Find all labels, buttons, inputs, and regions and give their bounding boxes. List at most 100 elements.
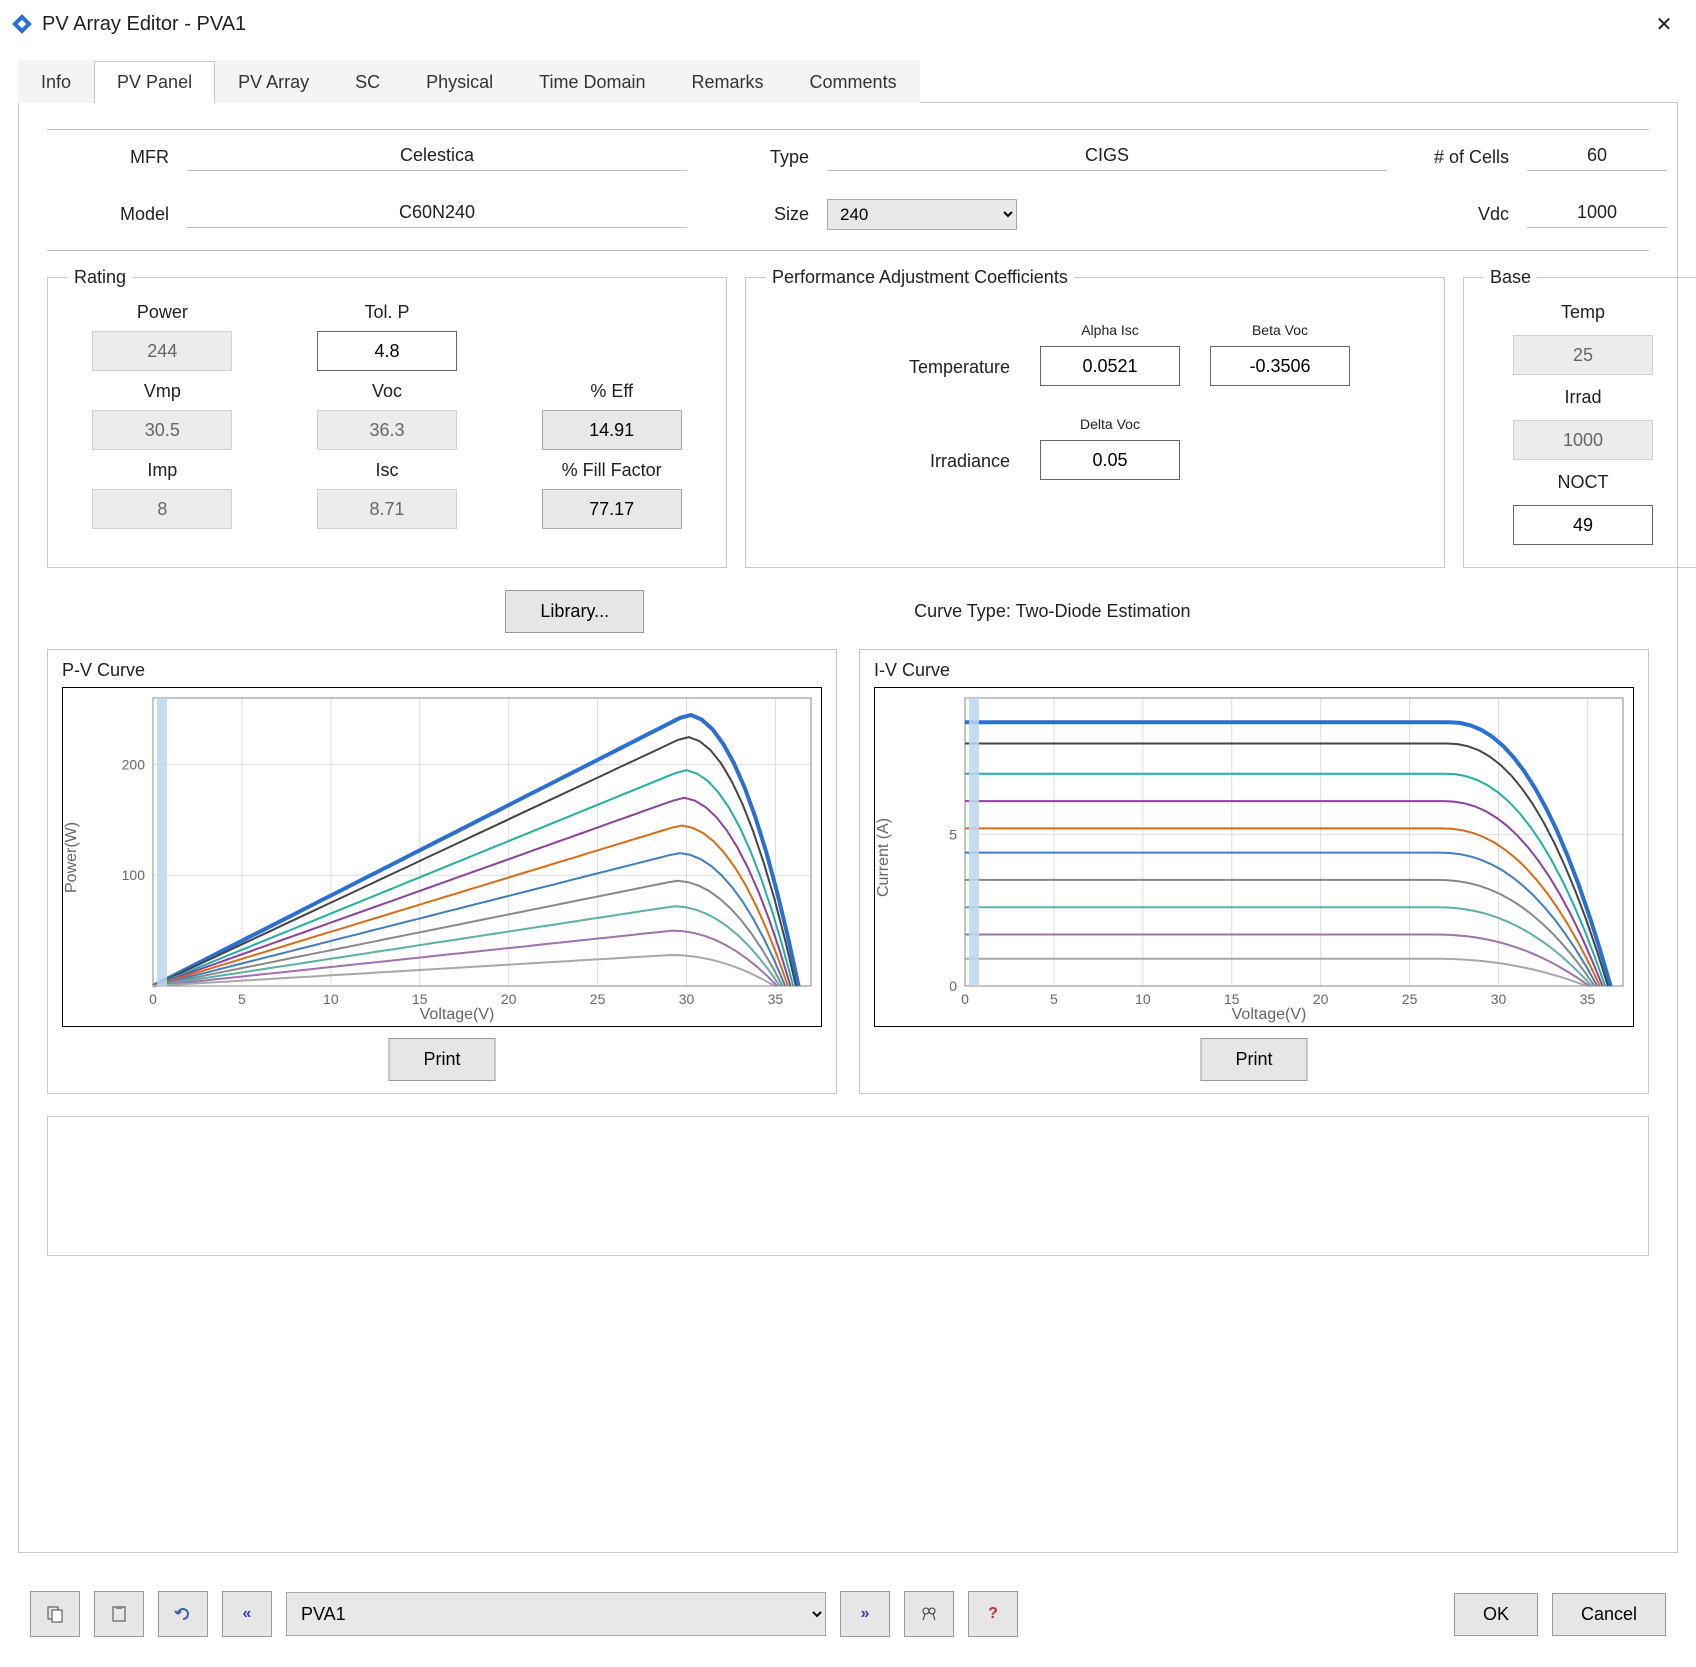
size-label: Size xyxy=(687,204,827,225)
ok-button[interactable]: OK xyxy=(1454,1593,1538,1636)
find-icon-button[interactable] xyxy=(904,1591,954,1637)
pv-chart-title: P-V Curve xyxy=(62,660,822,681)
undo-icon-button[interactable] xyxy=(158,1591,208,1637)
help-icon-button[interactable]: ? xyxy=(968,1591,1018,1637)
tab-comments[interactable]: Comments xyxy=(787,61,920,103)
copy-icon-button[interactable] xyxy=(30,1591,80,1637)
svg-text:35: 35 xyxy=(1580,991,1596,1007)
close-button[interactable]: ✕ xyxy=(1644,12,1684,37)
ff-field[interactable] xyxy=(542,489,682,529)
tolp-label: Tol. P xyxy=(364,302,409,323)
size-select[interactable]: 240 xyxy=(827,199,1017,230)
delta-field[interactable] xyxy=(1040,440,1180,480)
svg-text:0: 0 xyxy=(949,978,957,994)
notes-area[interactable] xyxy=(47,1116,1649,1256)
irr-row-label: Irradiance xyxy=(840,451,1010,480)
pv-print-button[interactable]: Print xyxy=(388,1038,495,1081)
svg-text:100: 100 xyxy=(122,867,146,883)
app-icon xyxy=(12,14,32,34)
alpha-field[interactable] xyxy=(1040,346,1180,386)
base-group: Base Temp Irrad NOCT xyxy=(1463,267,1696,568)
isc-field xyxy=(317,489,457,529)
base-irrad-field xyxy=(1513,420,1653,460)
base-temp-label: Temp xyxy=(1561,302,1605,323)
svg-text:200: 200 xyxy=(122,756,146,772)
library-button[interactable]: Library... xyxy=(505,590,644,633)
tab-info[interactable]: Info xyxy=(18,61,94,103)
tab-remarks[interactable]: Remarks xyxy=(669,61,787,103)
base-legend: Base xyxy=(1484,267,1537,288)
voc-field xyxy=(317,410,457,450)
mfr-value: Celestica xyxy=(187,145,687,171)
model-value: C60N240 xyxy=(187,202,687,228)
svg-text:15: 15 xyxy=(1224,991,1240,1007)
rating-legend: Rating xyxy=(68,267,132,288)
type-value: CIGS xyxy=(827,145,1387,171)
svg-text:35: 35 xyxy=(768,991,784,1007)
svg-text:5: 5 xyxy=(949,826,957,842)
tab-time-domain[interactable]: Time Domain xyxy=(516,61,668,103)
delta-label: Delta Voc xyxy=(1080,416,1140,432)
vmp-field xyxy=(92,410,232,450)
svg-text:25: 25 xyxy=(1402,991,1418,1007)
rating-group: Rating Power Tol. P Vmp Voc % Eff Imp Is… xyxy=(47,267,727,568)
svg-text:25: 25 xyxy=(590,991,606,1007)
vmp-label: Vmp xyxy=(144,381,181,402)
tab-pv-panel[interactable]: PV Panel xyxy=(94,61,215,103)
pv-ylabel: Power(W) xyxy=(63,688,93,1026)
eff-label: % Eff xyxy=(590,381,633,402)
voc-label: Voc xyxy=(372,381,402,402)
iv-print-button[interactable]: Print xyxy=(1200,1038,1307,1081)
svg-text:10: 10 xyxy=(1135,991,1151,1007)
svg-text:20: 20 xyxy=(501,991,517,1007)
power-label: Power xyxy=(137,302,188,323)
tolp-field[interactable] xyxy=(317,331,457,371)
iv-xlabel: Voltage(V) xyxy=(905,1006,1633,1024)
svg-text:5: 5 xyxy=(1050,991,1058,1007)
iv-chart-box: I-V Curve Current (A) 0510152025303505 V… xyxy=(859,649,1649,1094)
alpha-label: Alpha Isc xyxy=(1081,322,1139,338)
paste-icon-button[interactable] xyxy=(94,1591,144,1637)
base-noct-label: NOCT xyxy=(1558,472,1609,493)
cells-value: 60 xyxy=(1527,145,1667,171)
pv-chart-box: P-V Curve Power(W) 05101520253035100200 … xyxy=(47,649,837,1094)
svg-text:5: 5 xyxy=(238,991,246,1007)
imp-field xyxy=(92,489,232,529)
vdc-label: Vdc xyxy=(1387,204,1527,225)
beta-label: Beta Voc xyxy=(1252,322,1308,338)
element-select[interactable]: PVA1 xyxy=(286,1592,826,1636)
temp-row-label: Temperature xyxy=(840,357,1010,386)
mfr-label: MFR xyxy=(47,147,187,168)
model-label: Model xyxy=(47,204,187,225)
iv-ylabel: Current (A) xyxy=(875,688,905,1026)
imp-label: Imp xyxy=(147,460,177,481)
beta-field[interactable] xyxy=(1210,346,1350,386)
eff-field[interactable] xyxy=(542,410,682,450)
tab-sc[interactable]: SC xyxy=(332,61,403,103)
tab-pv-array[interactable]: PV Array xyxy=(215,61,332,103)
next-icon-button[interactable]: » xyxy=(840,1591,890,1637)
svg-text:30: 30 xyxy=(679,991,695,1007)
tab-physical[interactable]: Physical xyxy=(403,61,516,103)
cancel-button[interactable]: Cancel xyxy=(1552,1593,1666,1636)
svg-text:10: 10 xyxy=(323,991,339,1007)
ff-label: % Fill Factor xyxy=(562,460,662,481)
isc-label: Isc xyxy=(375,460,398,481)
vdc-value: 1000 xyxy=(1527,202,1667,228)
svg-text:30: 30 xyxy=(1491,991,1507,1007)
base-temp-field xyxy=(1513,335,1653,375)
perf-group: Performance Adjustment Coefficients Temp… xyxy=(745,267,1445,568)
prev-icon-button[interactable]: « xyxy=(222,1591,272,1637)
curve-type-label: Curve Type: Two-Diode Estimation xyxy=(914,601,1190,622)
base-noct-field[interactable] xyxy=(1513,505,1653,545)
pv-xlabel: Voltage(V) xyxy=(93,1006,821,1024)
cells-label: # of Cells xyxy=(1387,147,1527,168)
window-title: PV Array Editor - PVA1 xyxy=(42,13,1644,36)
type-label: Type xyxy=(687,147,827,168)
base-irrad-label: Irrad xyxy=(1564,387,1601,408)
perf-legend: Performance Adjustment Coefficients xyxy=(766,267,1074,288)
svg-text:0: 0 xyxy=(149,991,157,1007)
svg-text:20: 20 xyxy=(1313,991,1329,1007)
iv-chart-title: I-V Curve xyxy=(874,660,1634,681)
svg-text:15: 15 xyxy=(412,991,428,1007)
